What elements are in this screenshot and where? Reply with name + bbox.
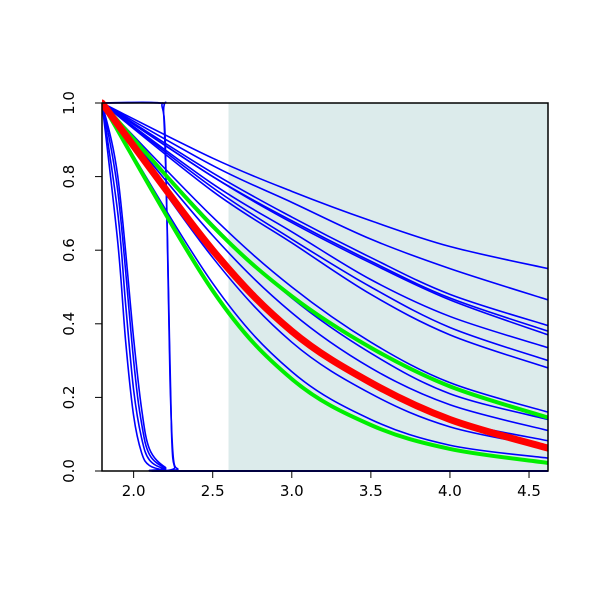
x-tick-label: 4.5 [517, 482, 541, 500]
series-line-20 [102, 102, 548, 459]
x-tick-label: 2.0 [122, 482, 146, 500]
series-line-21 [102, 101, 548, 420]
series-line-8 [102, 102, 548, 301]
series-line-12 [102, 102, 548, 349]
y-tick-label: 1.0 [60, 91, 78, 115]
series-line-23 [102, 99, 548, 452]
series-line-17 [102, 102, 548, 432]
series-line-13 [102, 102, 548, 362]
x-tick-label: 3.0 [280, 482, 304, 500]
axes-layer: 2.0 2.5 3.0 3.5 4.0 4.5 0.0 0.2 0.4 0.6 0.8 1.0 [60, 91, 549, 500]
series-line-9 [102, 102, 548, 327]
series-line-7 [102, 102, 548, 270]
series-line-14 [102, 102, 548, 369]
y-tick-label: 0.2 [60, 385, 78, 409]
y-tick-label: 0.0 [60, 459, 78, 483]
x-tick-label: 2.5 [201, 482, 225, 500]
y-tick-label: 0.8 [60, 165, 78, 189]
shaded-region-layer [228, 103, 548, 471]
y-tick-label: 0.4 [60, 312, 78, 336]
shaded-region [228, 103, 548, 471]
series-line-11 [102, 102, 548, 336]
y-tick-label: 0.6 [60, 238, 78, 262]
x-tick-label: 3.5 [359, 482, 383, 500]
x-tick-label: 4.0 [438, 482, 462, 500]
series-line-22 [102, 101, 548, 465]
series-layer [102, 99, 548, 473]
series-line-15 [102, 102, 548, 413]
plot-frame [101, 102, 549, 472]
